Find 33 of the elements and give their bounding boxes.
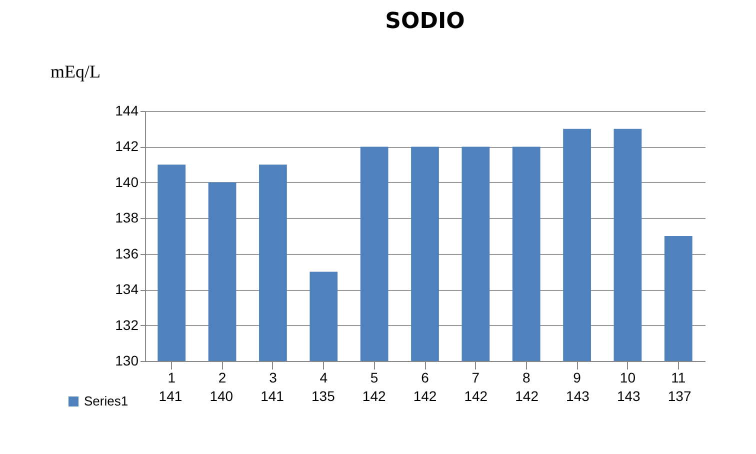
y-tick-label: 144 <box>115 102 139 118</box>
data-label: 142 <box>464 388 488 404</box>
x-tick-label: 9 <box>573 370 582 386</box>
data-label: 143 <box>616 388 641 404</box>
chart-title: SODIO <box>385 9 465 34</box>
data-label: 140 <box>210 388 234 404</box>
y-tick-label: 142 <box>115 138 139 154</box>
data-label: 137 <box>668 388 692 404</box>
y-tick-label: 134 <box>115 281 139 298</box>
data-label: 143 <box>566 388 590 404</box>
y-axis-title: mEq/L <box>50 62 100 82</box>
data-label: 142 <box>515 388 539 404</box>
x-tick-label: 6 <box>421 370 430 386</box>
y-tick-label: 132 <box>115 316 139 333</box>
y-tick-label: 138 <box>115 210 139 226</box>
x-tick-label: 2 <box>218 370 226 386</box>
y-tick-label: 136 <box>115 245 139 262</box>
data-label: 135 <box>312 388 336 404</box>
x-tick-label: 3 <box>269 370 278 386</box>
data-label: 142 <box>413 388 437 404</box>
x-tick-label: 5 <box>370 370 378 386</box>
x-tick-label: 11 <box>671 370 686 386</box>
y-tick-label: 130 <box>115 352 139 368</box>
x-tick-label: 10 <box>620 370 636 386</box>
x-tick-label: 7 <box>472 370 480 386</box>
data-label: 142 <box>362 388 386 404</box>
data-label: 141 <box>260 388 284 404</box>
y-tick-label: 140 <box>115 174 139 190</box>
x-tick-label: 1 <box>168 370 176 386</box>
x-tick-label: 4 <box>320 370 328 386</box>
x-tick-label: 8 <box>522 370 530 386</box>
data-label: 141 <box>158 388 182 404</box>
legend-label: Series1 <box>84 394 128 408</box>
